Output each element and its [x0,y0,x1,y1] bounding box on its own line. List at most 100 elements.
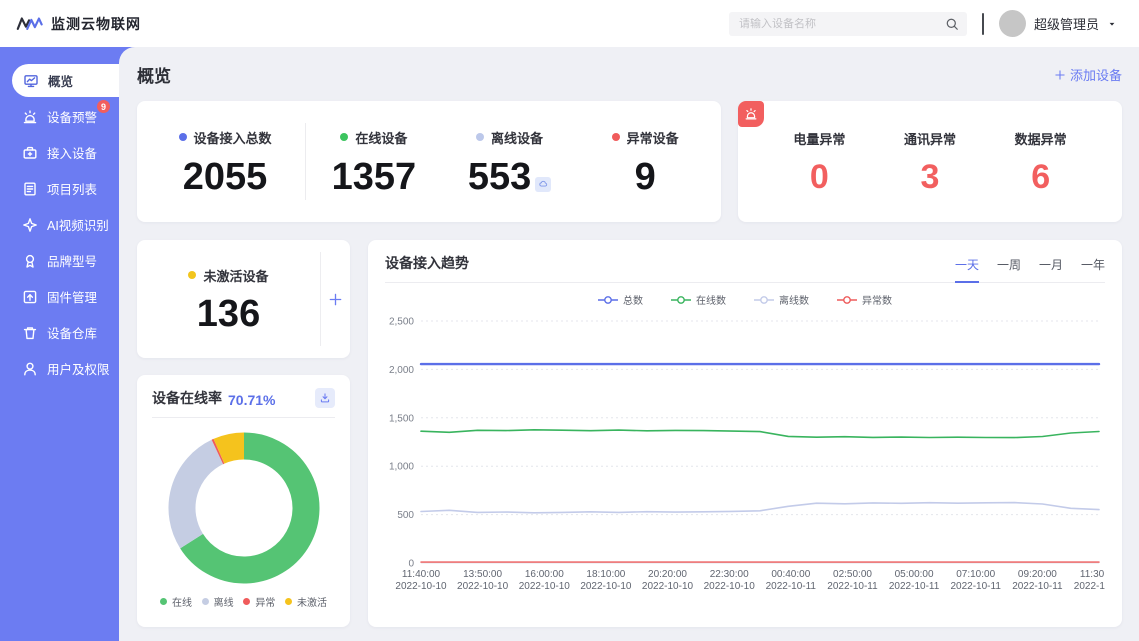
overview-icon [23,73,39,89]
svg-text:2022-10-11: 2022-10-11 [950,581,1001,592]
sidebar-item-users-permissions[interactable]: 用户及权限 [0,352,119,385]
svg-text:16:00:00: 16:00:00 [525,569,564,580]
alarm-label: 数据异常 [1014,132,1067,147]
sidebar-item-label: 品牌型号 [47,255,98,269]
top-header: 监测云物联网 超级管理员 [0,0,1139,47]
legend-marker [837,295,857,305]
online-rate-title: 设备在线率 [152,390,222,406]
stat-value: 2055 [183,158,268,196]
trend-legend-item[interactable]: 总数 [598,292,643,307]
svg-text:00:40:00: 00:40:00 [771,569,810,580]
firmware-icon [22,289,38,305]
sidebar-item-label: 接入设备 [47,147,98,161]
legend-label: 离线 [213,598,234,609]
inactive-devices-stat: 未激活设备 136 [137,240,320,358]
svg-text:2022-10-10: 2022-10-10 [519,581,571,592]
legend-label: 离线数 [779,296,809,307]
svg-text:1,000: 1,000 [389,462,414,473]
svg-text:2,000: 2,000 [389,365,414,376]
legend-marker [754,295,774,305]
svg-text:2,500: 2,500 [389,317,414,328]
trend-tab-一年[interactable]: 一年 [1080,258,1105,272]
sidebar-item-brand-model[interactable]: 品牌型号 [0,244,119,277]
trend-card: 设备接入趋势 一天 一周 一月 一年 总数 在线数 离线数 异常数 0 500 1,000 1,5… [368,240,1125,627]
stat-dot [476,133,485,141]
online-rate-header: 设备在线率 70.71% [152,388,335,418]
add-device-button[interactable]: 添加设备 [1054,65,1122,84]
stat-number: 2055 [182,155,268,198]
sidebar-item-firmware[interactable]: 固件管理 [0,280,119,313]
sidebar-item-project-list[interactable]: 项目列表 [0,172,119,205]
trend-tab-一天[interactable]: 一天 [954,256,979,283]
legend-label: 在线数 [696,296,726,307]
svg-text:2022-10-11: 2022-10-11 [889,581,940,592]
trend-legend-item[interactable]: 离线数 [754,292,809,307]
add-inactive-button[interactable] [320,252,350,346]
warehouse-icon [22,325,38,341]
svg-text:18:10:00: 18:10:00 [586,569,625,580]
svg-text:1,500: 1,500 [389,413,414,424]
trend-legend-item[interactable]: 在线数 [671,292,726,307]
header-divider [981,12,984,35]
svg-text:2022-10-10: 2022-10-10 [642,581,694,592]
svg-text:07:10:00: 07:10:00 [956,569,995,580]
sidebar-item-device-warehouse[interactable]: 设备仓库 [0,316,119,349]
user-menu[interactable]: 超级管理员 [998,10,1117,37]
search-icon[interactable] [945,17,959,31]
legend-dot [243,598,251,605]
plus-icon [328,292,343,307]
alarm-value: 6 [1031,158,1051,196]
device-search[interactable] [728,11,967,36]
svg-text:2022-10-10: 2022-10-10 [457,581,509,592]
donut-legend-item[interactable]: 未激活 [284,594,327,609]
trend-line-chart: 0 500 1,000 1,500 2,000 2,500 11:40:00 2022-10-… [385,307,1125,616]
plus-icon [1054,69,1066,81]
svg-text:11:40:00: 11:40:00 [402,569,441,580]
sidebar-item-label: 设备预警 9 [47,100,111,126]
alarm-stat-2: 通讯异常 3 [875,129,986,194]
svg-text:02:50:00: 02:50:00 [833,569,872,580]
user-name: 超级管理员 [1033,17,1099,32]
trend-tab-一周[interactable]: 一周 [996,258,1021,272]
search-icon [945,17,959,31]
stat-3: 离线设备 553 [442,128,578,196]
svg-text:2022-10-10: 2022-10-10 [395,581,447,592]
sidebar-item-label: AI视频识别 [47,219,109,233]
sidebar-item-overview[interactable]: 概览 [12,64,119,97]
offline-badge [535,176,552,192]
alert-icon [744,107,758,121]
legend-label: 在线 [172,598,192,609]
online-rate-card: 设备在线率 70.71% 在线 离线 异常 未激活 [137,375,350,627]
stat-label: 在线设备 [340,128,407,147]
legend-dot [284,598,292,605]
legend-label: 总数 [623,296,643,307]
sidebar-item-device-alerts[interactable]: 设备预警 9 [0,100,119,133]
donut-legend-item[interactable]: 在线 [160,594,192,609]
stat-4: 异常设备 9 [577,128,713,196]
ai-icon [22,217,38,233]
donut-legend-item[interactable]: 异常 [243,594,275,609]
svg-text:2022-10-10: 2022-10-10 [580,581,632,592]
avatar[interactable] [998,10,1026,37]
download-button[interactable] [315,388,335,408]
search-input[interactable] [738,17,945,30]
stat-label: 离线设备 [476,128,543,147]
sidebar-item-label: 固件管理 [47,291,98,305]
donut-legend-item[interactable]: 离线 [201,594,234,609]
stat-value: 1357 [332,158,417,196]
inactive-devices-card: 未激活设备 136 [137,240,350,358]
sidebar-item-ai-video[interactable]: AI视频识别 [0,208,119,241]
legend-label: 未激活 [296,598,327,609]
sidebar-item-label: 用户及权限 [47,363,110,377]
main-content: 概览 添加设备 设备接入总数 2055 在线设备 1357 离线设备 553 异常设备 9 电… [119,47,1139,641]
trend-legend-item[interactable]: 异常数 [837,292,892,307]
trend-tab-一月[interactable]: 一月 [1038,258,1063,272]
stats-divider [305,123,307,200]
sidebar-item-connect-device[interactable]: 接入设备 [0,136,119,169]
svg-text:2022-10-11: 2022-10-11 [1074,581,1105,592]
alert-icon [22,109,38,125]
trend-legend: 总数 在线数 离线数 异常数 [385,292,1105,307]
legend-marker [671,295,691,305]
download-icon [319,392,331,404]
svg-text:09:20:00: 09:20:00 [1018,569,1057,580]
